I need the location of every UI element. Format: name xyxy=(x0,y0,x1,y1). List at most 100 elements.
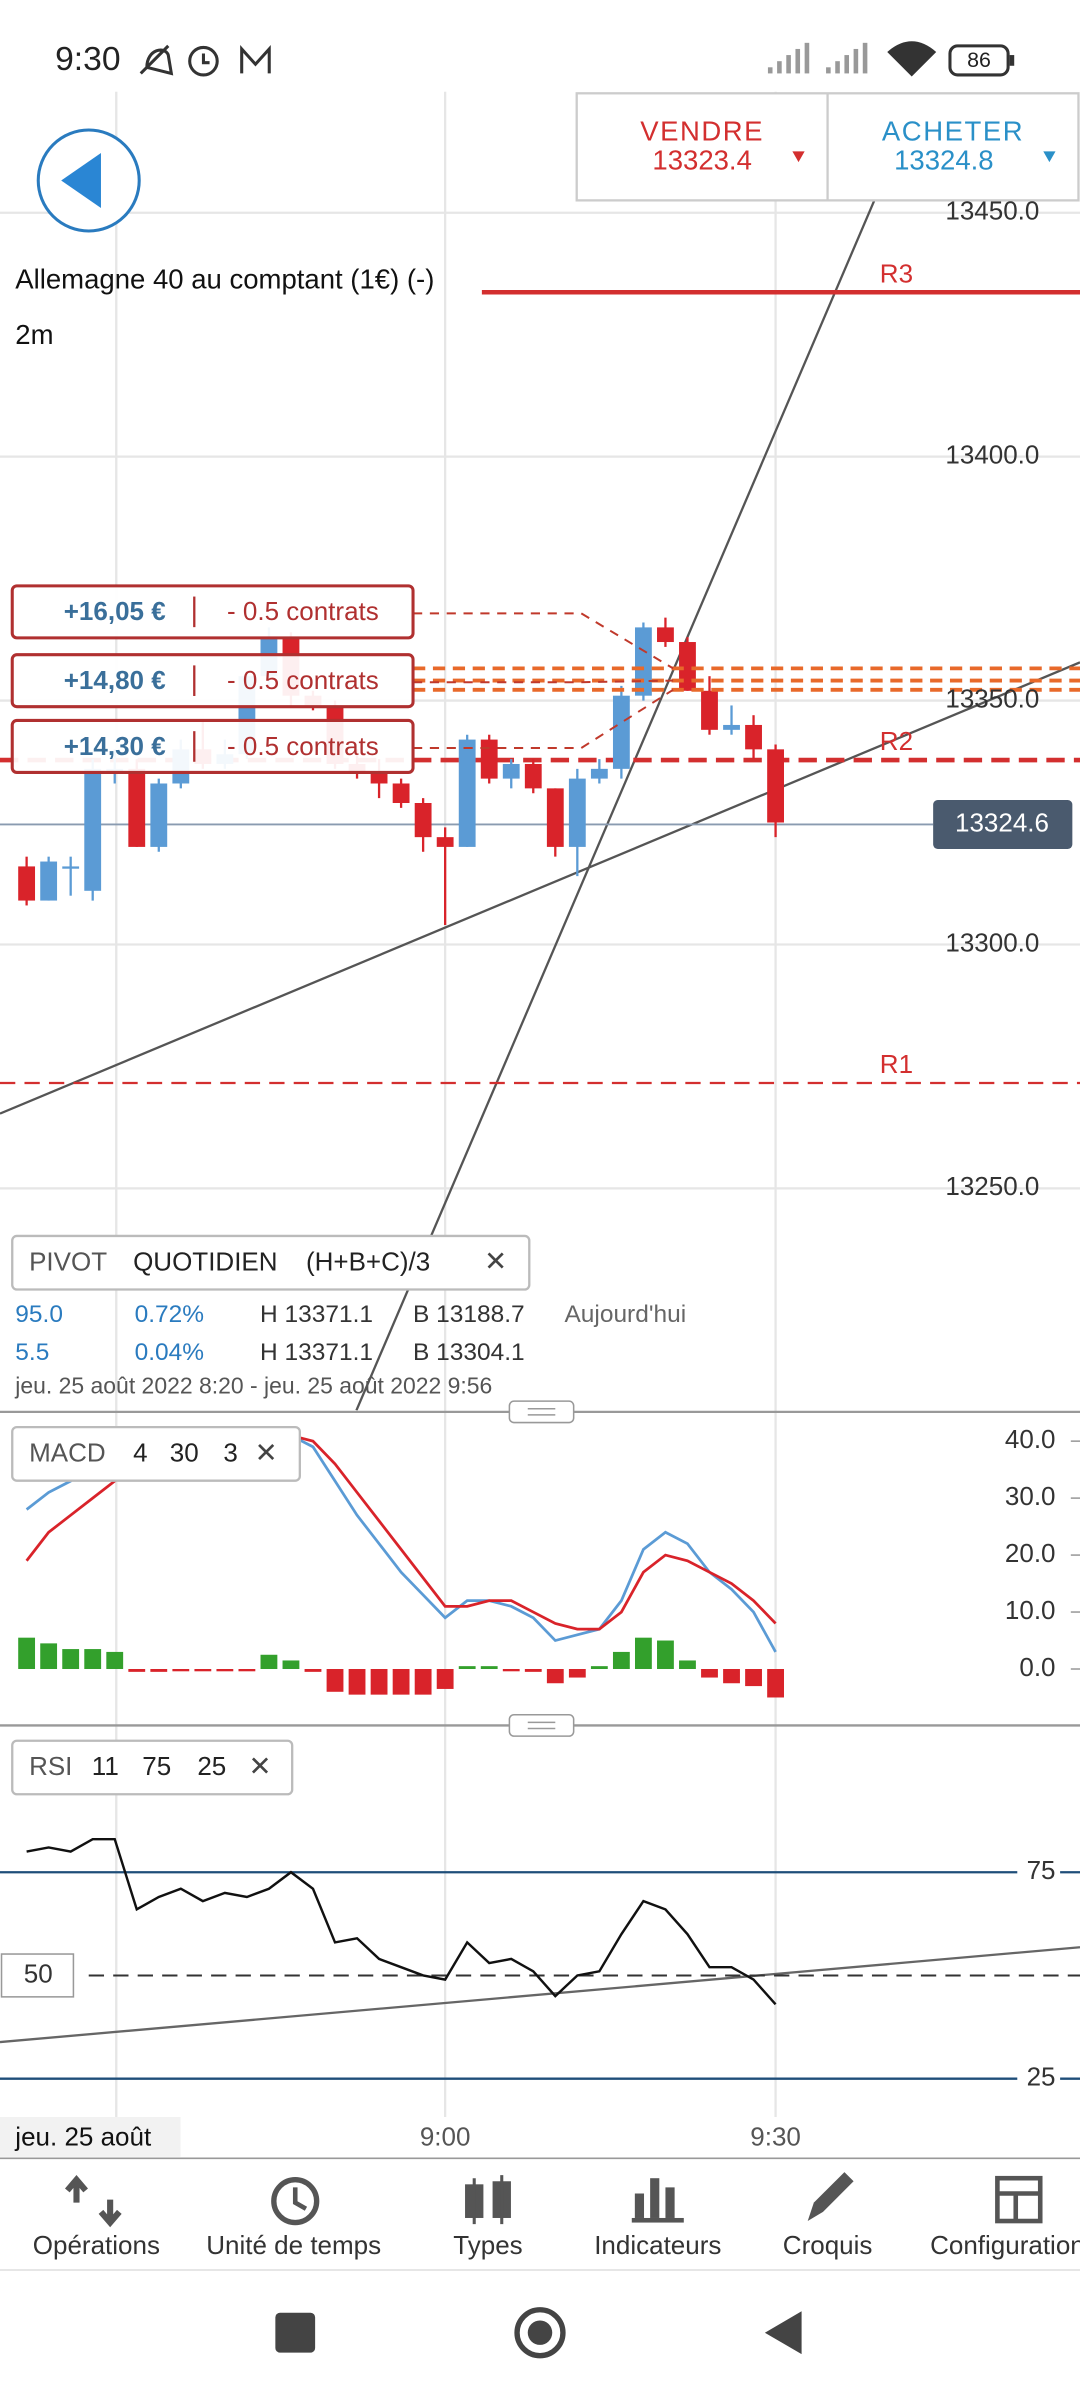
candle-body xyxy=(612,695,630,769)
candle-body xyxy=(723,724,740,730)
histogram-bar xyxy=(414,1669,432,1695)
pivot-period: QUOTIDIEN xyxy=(133,1246,277,1276)
macd-legend[interactable] xyxy=(11,1426,301,1482)
histogram-bar xyxy=(40,1643,58,1670)
signal-icons xyxy=(767,42,868,74)
histogram-bar xyxy=(18,1637,36,1670)
macd-param: 30 xyxy=(170,1438,199,1468)
candle-body xyxy=(679,642,696,691)
y-tick-label: 10.0 xyxy=(1005,1595,1056,1625)
pivot-stat: 95.0 xyxy=(15,1301,63,1328)
pivot-box[interactable] xyxy=(11,1234,531,1291)
candle-body xyxy=(480,739,498,779)
macd-name: MACD xyxy=(29,1438,106,1468)
rsi-param: 25 xyxy=(197,1751,226,1781)
instrument: Allemagne 40 au comptant (1€) (-) xyxy=(15,264,434,295)
histogram-bar xyxy=(348,1669,366,1695)
candle-body xyxy=(745,724,762,750)
y-tick-label: 30.0 xyxy=(1005,1481,1056,1511)
x-tick-label: 9:30 xyxy=(750,2121,801,2151)
order-pnl: +14,80 € xyxy=(64,665,166,695)
order-label[interactable] xyxy=(10,584,415,640)
buy-label: ACHETER xyxy=(882,115,1024,146)
histogram-bar xyxy=(238,1669,256,1672)
status-icons xyxy=(139,44,271,77)
home-dot xyxy=(527,2320,553,2345)
battery-level: 86 xyxy=(967,48,991,72)
toolbar xyxy=(0,2159,1080,2270)
rsi-legend[interactable] xyxy=(11,1739,294,1796)
level-label: R2 xyxy=(880,726,913,756)
nav-item[interactable]: Croquis xyxy=(783,2230,873,2260)
order-size: - 0.5 contrats xyxy=(227,731,379,761)
rsi-param: 11 xyxy=(92,1751,119,1781)
clock: 9:30 xyxy=(55,41,120,78)
order-size: - 0.5 contrats xyxy=(227,596,379,626)
candle-body xyxy=(458,739,476,847)
pivot-stat: 0.04% xyxy=(135,1339,204,1366)
y-tick-label: 25 xyxy=(1027,2062,1056,2092)
midline-box xyxy=(0,1953,75,1998)
back-icon xyxy=(61,152,101,209)
tick-bg xyxy=(1017,1858,1061,1886)
midline-label: 50 xyxy=(24,1958,53,1988)
histogram-bar xyxy=(546,1669,564,1684)
order-label[interactable] xyxy=(10,718,415,774)
resize-handle[interactable] xyxy=(508,1713,575,1737)
candle-body xyxy=(128,768,146,847)
buy-price: 13324.8 xyxy=(894,144,993,175)
histogram-bar xyxy=(392,1669,410,1695)
back-nav-button[interactable] xyxy=(764,2311,802,2355)
nav-item[interactable]: Unité de temps xyxy=(206,2230,381,2260)
nav-item[interactable]: Opérations xyxy=(33,2230,160,2260)
level-label: R3 xyxy=(880,258,913,288)
sell-button[interactable]: VENDRE 13323.4 xyxy=(640,115,805,175)
candle-body xyxy=(767,749,784,823)
date-badge xyxy=(0,2117,181,2157)
histogram-bar xyxy=(679,1660,696,1670)
histogram-bar xyxy=(194,1669,212,1672)
close-icon[interactable]: ✕ xyxy=(249,1751,272,1782)
y-tick-label: 0.0 xyxy=(1019,1652,1055,1682)
last-price-label: 13324.6 xyxy=(955,807,1049,837)
close-icon[interactable]: ✕ xyxy=(255,1437,278,1468)
order-connector xyxy=(413,612,674,670)
histogram-bar xyxy=(701,1669,718,1678)
close-icon[interactable]: ✕ xyxy=(484,1246,507,1277)
nav-item[interactable]: Configuration xyxy=(930,2230,1080,2260)
candle-body xyxy=(370,773,388,784)
home-button[interactable] xyxy=(514,2307,566,2359)
rsi-name: RSI xyxy=(29,1751,72,1781)
recents-button[interactable] xyxy=(275,2312,316,2353)
level-label: R1 xyxy=(880,1049,913,1079)
order-size: - 0.5 contrats xyxy=(227,665,379,695)
macd-param: 4 xyxy=(133,1438,147,1468)
candle-body xyxy=(436,837,454,847)
candle-body xyxy=(392,783,410,804)
wifi-icon xyxy=(887,41,937,77)
toolbar-icons xyxy=(64,2172,1043,2228)
macd-param: 3 xyxy=(223,1438,237,1468)
order-label[interactable] xyxy=(10,653,415,709)
sell-price: 13323.4 xyxy=(652,144,751,175)
histogram-bar xyxy=(767,1669,784,1698)
pivot-title: PIVOT xyxy=(29,1246,107,1276)
candle-body xyxy=(40,861,58,901)
y-tick-label: 13300.0 xyxy=(945,927,1039,957)
histogram-bar xyxy=(612,1651,630,1670)
histogram-bar xyxy=(128,1669,146,1672)
histogram-bar xyxy=(150,1669,168,1672)
buy-button[interactable]: ACHETER 13324.8 xyxy=(882,115,1056,175)
resize-handle[interactable] xyxy=(508,1400,575,1424)
x-tick-label: jeu. 25 août xyxy=(14,2121,152,2151)
candle-body xyxy=(414,803,432,838)
tick-bg xyxy=(1017,2064,1061,2093)
y-tick-label: 13400.0 xyxy=(945,440,1039,470)
sell-label: VENDRE xyxy=(640,115,764,146)
rsi-line xyxy=(26,1837,777,2006)
nav-item[interactable]: Indicateurs xyxy=(594,2230,721,2260)
pivot-stat: B 13188.7 xyxy=(413,1301,525,1328)
histogram-bar xyxy=(458,1666,476,1670)
nav-item[interactable]: Types xyxy=(453,2230,522,2260)
